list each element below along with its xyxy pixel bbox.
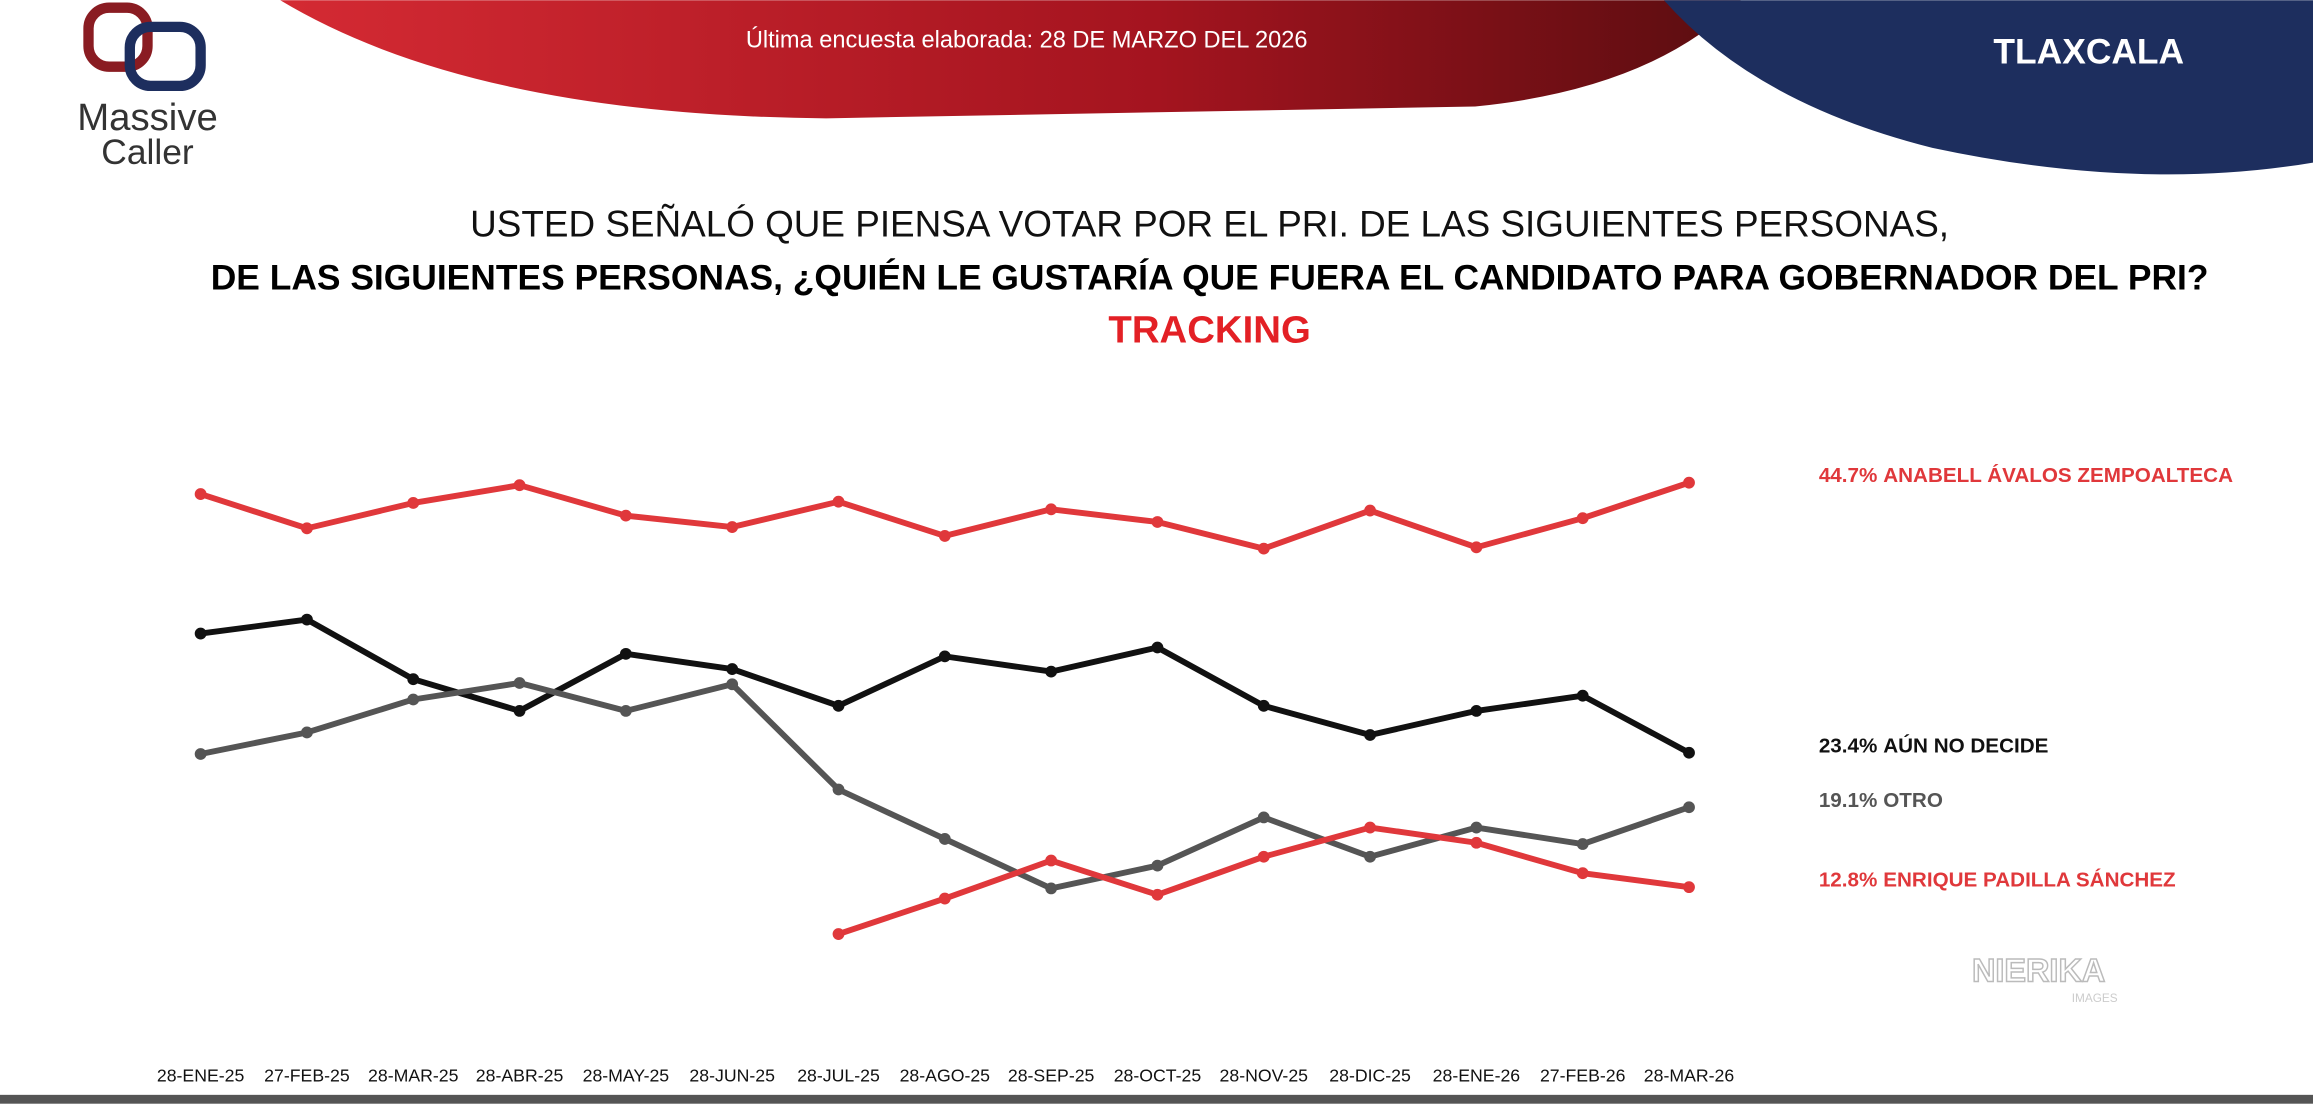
point (1151, 641, 1164, 654)
point (832, 783, 845, 796)
point (1470, 704, 1483, 717)
x-tick-label: 28-SEP-25 (1008, 1066, 1095, 1086)
point (513, 677, 526, 689)
point (1364, 729, 1376, 741)
series-line (200, 616, 1691, 756)
end-value-label: 19.1% (1819, 789, 1878, 812)
point (1683, 746, 1695, 759)
point (1470, 821, 1483, 834)
point (619, 509, 632, 522)
header-blue (1663, 0, 2313, 175)
annotation: TRACKING (1108, 309, 1310, 352)
point (1364, 821, 1376, 834)
logo: Massive Caller (77, 2, 218, 172)
x-tick-label: 28-ENE-25 (157, 1066, 245, 1086)
point (407, 693, 420, 706)
legend-label: OTRO (1883, 789, 1943, 812)
x-tick-label: 27-FEB-25 (264, 1066, 350, 1086)
point (301, 522, 313, 535)
end-value-label: 44.7% (1819, 464, 1878, 487)
legend-label: AÚN NO DECIDE (1883, 733, 2048, 757)
end-value-label: 23.4% (1819, 734, 1878, 757)
point (832, 928, 845, 940)
bottom-bar (0, 1094, 2313, 1104)
point (726, 663, 739, 675)
state: TLAXCALA (1993, 32, 2184, 72)
watermark: NIERIKA (1972, 952, 2105, 988)
point (832, 495, 845, 508)
x-tick-label: 28-JUL-25 (797, 1066, 880, 1086)
watermark-sub: IMAGES (2072, 991, 2118, 1005)
chart-title: USTED SEÑALÓ QUE PIENSA VOTAR POR EL PRI… (470, 203, 1949, 244)
point (619, 704, 632, 717)
point (407, 497, 420, 509)
header-swoosh (280, 0, 1741, 119)
point (301, 613, 313, 626)
point (1257, 811, 1270, 824)
legend-label: ENRIQUE PADILLA SÁNCHEZ (1883, 869, 2176, 892)
x-tick-label: 28-ABR-25 (476, 1066, 564, 1086)
point (1576, 689, 1589, 702)
x-tick-label: 28-OCT-25 (1114, 1066, 1202, 1086)
legend-label: ANABELL ÁVALOS ZEMPOALTECA (1883, 464, 2233, 487)
point (194, 488, 207, 500)
x-tick-label: 28-JUN-25 (689, 1066, 775, 1086)
point (1045, 882, 1058, 895)
logo-ring (83, 2, 153, 72)
point (1151, 516, 1164, 528)
point (301, 726, 313, 739)
point (1576, 838, 1589, 850)
point (513, 704, 526, 717)
chart-subtitle: DE LAS SIGUIENTES PERSONAS, ¿QUIÉN LE GU… (211, 257, 2209, 297)
logo-text: Massive (77, 96, 218, 139)
point (938, 530, 951, 542)
point (832, 699, 845, 712)
point (1364, 504, 1376, 517)
point (1257, 542, 1270, 555)
x-tick-label: 28-AGO-25 (900, 1066, 991, 1086)
x-tick-label: 28-DIC-25 (1329, 1066, 1411, 1086)
x-tick-label: 28-ENE-26 (1433, 1066, 1521, 1086)
point (194, 627, 207, 640)
point (407, 673, 420, 686)
point (726, 521, 739, 533)
point (726, 678, 739, 691)
survey-date: Última encuesta elaborada: 28 DE MARZO D… (746, 27, 1308, 54)
end-value-label: 12.8% (1819, 869, 1878, 892)
point (1045, 503, 1058, 516)
x-tick-label: 28-MAR-25 (368, 1066, 459, 1086)
point (1257, 699, 1270, 712)
point (1045, 854, 1058, 867)
point (1151, 859, 1164, 872)
logo-text: Caller (101, 132, 194, 172)
point (1470, 541, 1483, 554)
x-tick-label: 27-FEB-26 (1540, 1066, 1626, 1086)
point (1470, 836, 1483, 849)
point (619, 647, 632, 660)
point (513, 479, 526, 492)
point (1576, 867, 1589, 880)
x-tick-label: 28-MAR-26 (1644, 1066, 1735, 1086)
point (1576, 512, 1589, 525)
point (1683, 881, 1695, 894)
x-tick-label: 28-MAY-25 (583, 1066, 670, 1086)
point (1257, 850, 1270, 863)
point (1364, 850, 1376, 863)
logo-ring (124, 21, 206, 92)
point (938, 833, 951, 845)
point (1151, 888, 1164, 901)
point (938, 650, 951, 663)
point (1045, 665, 1058, 678)
point (1683, 476, 1695, 489)
x-tick-label: 28-NOV-25 (1220, 1066, 1309, 1086)
point (938, 892, 951, 905)
point (194, 748, 207, 760)
point (1683, 801, 1695, 814)
